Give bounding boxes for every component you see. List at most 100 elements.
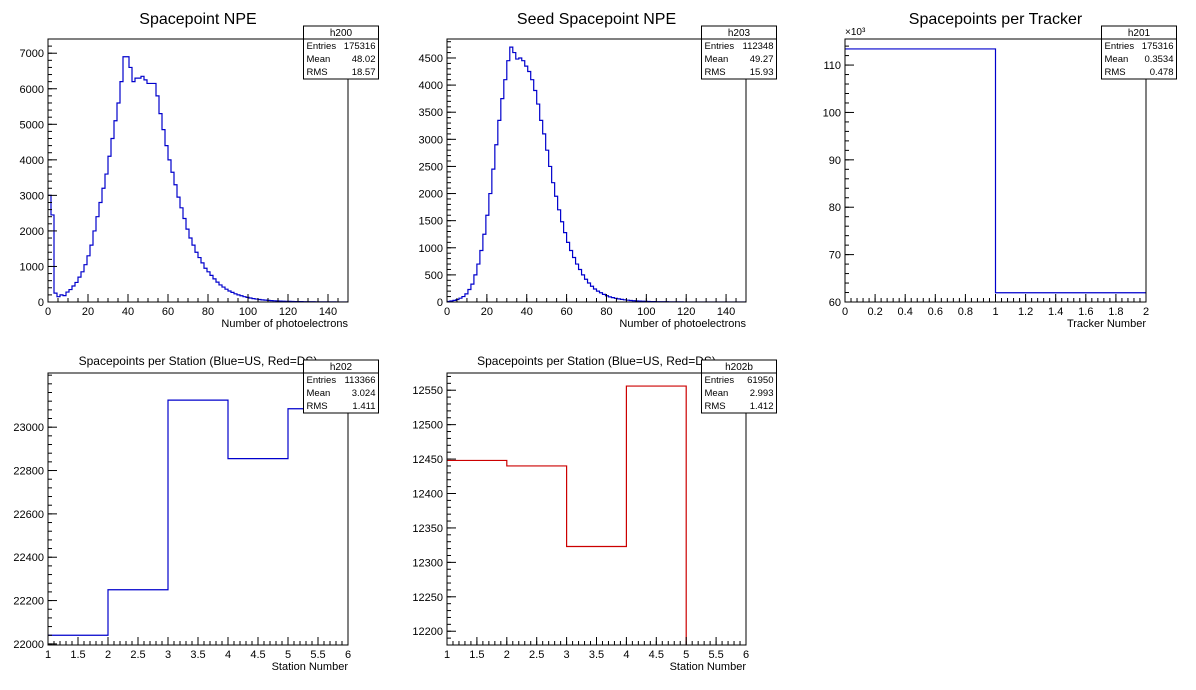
chart-title: Seed Spacepoint NPE (517, 11, 676, 28)
stats-value: 15.93 (750, 67, 774, 78)
x-tick-label: 4.5 (250, 649, 265, 661)
x-tick-label: 100 (637, 306, 655, 318)
y-tick-label: 12350 (412, 523, 443, 535)
y-tick-label: 22400 (13, 552, 44, 564)
stats-key: RMS (705, 67, 726, 78)
stats-key: Mean (705, 388, 729, 399)
histogram-line (447, 46, 746, 302)
y-tick-label: 70 (829, 250, 841, 262)
x-axis-label: Number of photoelectrons (619, 318, 746, 330)
stats-value: 112348 (743, 41, 774, 52)
x-tick-label: 80 (600, 306, 612, 318)
stats-key: Mean (307, 388, 331, 399)
y-tick-label: 4000 (20, 155, 44, 167)
stats-key: Entries (705, 375, 735, 386)
y-tick-label: 60 (829, 297, 841, 309)
stats-value: 0.478 (1150, 67, 1174, 78)
stats-name: h200 (330, 28, 353, 39)
stats-name: h201 (1128, 28, 1151, 39)
stats-name: h203 (728, 28, 751, 39)
y-tick-label: 12400 (412, 489, 443, 501)
y-tick-label: 12300 (412, 557, 443, 569)
y-tick-label: 12250 (412, 592, 443, 604)
y-tick-label: 0 (437, 297, 443, 309)
x-tick-label: 1 (45, 649, 51, 661)
x-tick-label: 0.8 (958, 306, 973, 318)
x-tick-label: 1.8 (1108, 306, 1123, 318)
stats-key: RMS (307, 401, 328, 412)
y-tick-label: 12500 (412, 420, 443, 432)
histogram-h203: Seed Spacepoint NPE 0 20 40 60 80 100 120 140 0 50… (419, 11, 777, 330)
histogram-line (48, 399, 348, 636)
x-tick-label: 0.4 (898, 306, 913, 318)
x-tick-label: 120 (677, 306, 695, 318)
x-tick-label: 5 (285, 649, 291, 661)
x-axis-label: Number of photoelectrons (221, 318, 348, 330)
y-tick-label: 1500 (419, 216, 443, 228)
x-tick-label: 120 (279, 306, 297, 318)
stats-box: h202 Entries 113366 Mean 3.024 RMS 1.411 (303, 359, 379, 414)
y-tick-label: 22000 (13, 639, 44, 651)
x-tick-label: 0 (444, 306, 450, 318)
y-tick-label: 7000 (20, 48, 44, 60)
stats-key: Mean (307, 54, 331, 65)
stats-value: 48.02 (352, 54, 376, 65)
x-axis-label: Station Number (272, 661, 349, 673)
x-tick-label: 3.5 (190, 649, 205, 661)
chart-title: Spacepoint NPE (139, 11, 256, 28)
x-tick-label: 6 (743, 649, 749, 661)
y-tick-label: 2000 (419, 189, 443, 201)
y-tick-label: 500 (425, 270, 443, 282)
histogram-line (845, 48, 1146, 294)
x-tick-label: 100 (239, 306, 257, 318)
stats-key: Mean (705, 54, 729, 65)
stats-value: 61950 (747, 375, 773, 386)
x-tick-label: 0 (45, 306, 51, 318)
y-tick-label: 4000 (419, 80, 443, 92)
plot-frame (47, 372, 349, 646)
x-tick-label: 2.5 (130, 649, 145, 661)
x-tick-label: 1.2 (1018, 306, 1033, 318)
histogram-line (447, 385, 687, 645)
y-tick-label: 22600 (13, 509, 44, 521)
y-tick-label: 1000 (419, 243, 443, 255)
stats-key: Entries (307, 375, 337, 386)
histogram-h200: Spacepoint NPE 0 20 40 60 80 100 120 140 0 1000 200… (20, 11, 379, 330)
y-tick-label: 23000 (13, 422, 44, 434)
stats-value: 175316 (1142, 41, 1174, 52)
x-tick-label: 4 (225, 649, 231, 661)
y-tick-label: 3000 (20, 190, 44, 202)
y-tick-label: 3500 (419, 107, 443, 119)
x-tick-label: 5.5 (310, 649, 325, 661)
y-tick-label: 1000 (20, 261, 44, 273)
stats-box: h201 Entries 175316 Mean 0.3534 RMS 0.478 (1101, 25, 1177, 80)
stats-key: RMS (705, 401, 726, 412)
y-exponent-label: ×10³ (845, 27, 866, 38)
stats-key: Mean (1105, 54, 1129, 65)
x-tick-label: 2 (1143, 306, 1149, 318)
x-tick-label: 1.4 (1048, 306, 1063, 318)
x-tick-label: 1.5 (469, 649, 484, 661)
stats-value: 175316 (344, 41, 376, 52)
stats-value: 18.57 (352, 67, 376, 78)
x-tick-label: 1.6 (1078, 306, 1093, 318)
y-tick-label: 80 (829, 202, 841, 214)
x-tick-label: 40 (521, 306, 533, 318)
stats-value: 1.412 (750, 401, 774, 412)
chart-title: Spacepoints per Tracker (909, 11, 1083, 28)
y-tick-label: 2500 (419, 161, 443, 173)
y-tick-label: 4500 (419, 53, 443, 65)
x-axis-label: Tracker Number (1067, 318, 1146, 330)
y-tick-label: 22800 (13, 466, 44, 478)
x-tick-label: 0.2 (867, 306, 882, 318)
chart-title: Spacepoints per Station (Blue=US, Red=DS… (477, 354, 716, 368)
stats-value: 1.411 (352, 401, 375, 412)
x-tick-label: 60 (560, 306, 572, 318)
y-tick-label: 12200 (412, 626, 443, 638)
stats-key: Entries (1105, 41, 1135, 52)
x-tick-label: 0.6 (928, 306, 943, 318)
x-tick-label: 20 (481, 306, 493, 318)
chart-title: Spacepoints per Station (Blue=US, Red=DS… (79, 354, 318, 368)
x-tick-label: 60 (162, 306, 174, 318)
x-tick-label: 1 (992, 306, 998, 318)
